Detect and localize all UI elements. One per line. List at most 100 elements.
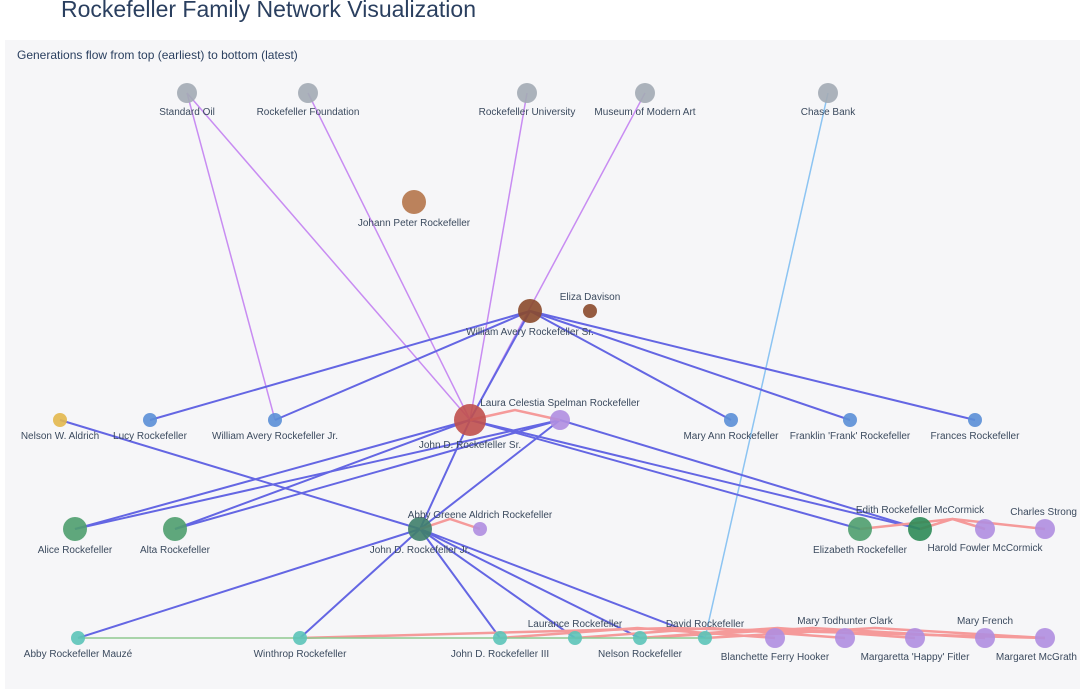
node-pm[interactable]: [1035, 628, 1055, 648]
node-label: Johann Peter Rockefeller: [358, 218, 471, 229]
node-label: Rockefeller Foundation: [257, 107, 360, 118]
node-eliz[interactable]: [848, 517, 872, 541]
node-label: Mary Ann Rockefeller: [683, 431, 779, 442]
edge-parent: [529, 310, 976, 421]
node-label: Margaret McGrath: [996, 652, 1077, 663]
node-label: Nelson W. Aldrich: [21, 431, 99, 442]
node-so[interactable]: [177, 83, 197, 103]
node-label: Lucy Rockefeller: [113, 431, 188, 442]
node-alta[interactable]: [163, 517, 187, 541]
node-label: Margaretta 'Happy' Fitler: [861, 652, 971, 663]
node-label: Franklin 'Frank' Rockefeller: [790, 431, 911, 442]
edge-parent: [419, 528, 641, 639]
node-lr[interactable]: [143, 413, 157, 427]
node-warj[interactable]: [268, 413, 282, 427]
edge-bank: [704, 92, 829, 639]
node-hap[interactable]: [905, 628, 925, 648]
node-label: Edith Rockefeller McCormick: [856, 505, 985, 516]
node-label: Museum of Modern Art: [594, 107, 695, 118]
edge-parent: [174, 419, 561, 530]
node-win[interactable]: [293, 631, 307, 645]
page-title: Rockefeller Family Network Visualization: [61, 0, 476, 22]
node-alice[interactable]: [63, 517, 87, 541]
node-ffr[interactable]: [843, 413, 857, 427]
node-nels[interactable]: [633, 631, 647, 645]
node-label: Mary French: [957, 616, 1013, 627]
node-label: Frances Rockefeller: [931, 431, 1021, 442]
edge-parent: [469, 419, 861, 530]
edge-parent: [469, 419, 921, 530]
node-label: Charles Strong: [1010, 507, 1077, 518]
node-hfm[interactable]: [975, 519, 995, 539]
edge-parent: [419, 528, 576, 639]
node-label: William Avery Rockefeller Jr.: [212, 431, 338, 442]
edge-parent: [529, 310, 732, 421]
node-cb[interactable]: [818, 83, 838, 103]
edge-org: [469, 92, 528, 421]
node-moma[interactable]: [635, 83, 655, 103]
node-cs[interactable]: [1035, 519, 1055, 539]
node-mar[interactable]: [724, 413, 738, 427]
node-label: Abby Rockefeller Mauzé: [24, 649, 133, 660]
node-label: Harold Fowler McCormick: [927, 543, 1043, 554]
node-arm[interactable]: [71, 631, 85, 645]
edge-org: [186, 92, 276, 421]
network-plot[interactable]: [5, 40, 1080, 689]
node-label: Blanchette Ferry Hooker: [721, 652, 830, 663]
edge-parent: [149, 310, 531, 421]
node-label: Chase Bank: [801, 107, 856, 118]
node-label: Mary Todhunter Clark: [797, 616, 893, 627]
edge-parent: [74, 419, 561, 530]
node-label: Nelson Rockefeller: [598, 649, 683, 660]
edge-parent: [74, 419, 471, 530]
edge-parent: [419, 528, 706, 639]
edge-parent: [419, 419, 471, 530]
node-wars[interactable]: [518, 299, 542, 323]
edge-marriage: [859, 517, 1046, 531]
edge-parent: [77, 528, 421, 639]
annotation: Generations flow from top (earliest) to …: [17, 48, 298, 62]
node-label: John D. Rockefeller III: [451, 649, 549, 660]
node-label: Standard Oil: [159, 107, 215, 118]
node-label: Rockefeller University: [479, 107, 576, 118]
node-label: Laurance Rockefeller: [528, 619, 623, 630]
node-label: Alice Rockefeller: [38, 545, 113, 556]
node-nwa[interactable]: [53, 413, 67, 427]
node-ed[interactable]: [583, 304, 597, 318]
node-label: John D. Rockefeller Sr.: [419, 440, 521, 451]
edge-parent: [59, 419, 421, 530]
node-label: Eliza Davison: [560, 292, 621, 303]
node-label: Abby Greene Aldrich Rockefeller: [408, 510, 553, 521]
node-mf[interactable]: [975, 628, 995, 648]
edge-parent: [274, 310, 531, 421]
edge-parent: [469, 310, 531, 421]
node-label: Alta Rockefeller: [140, 545, 211, 556]
edge-parent: [419, 528, 501, 639]
node-lcs[interactable]: [550, 410, 570, 430]
edge-parent: [174, 419, 471, 530]
edge-org: [186, 92, 471, 421]
node-mtc[interactable]: [835, 628, 855, 648]
node-dav[interactable]: [698, 631, 712, 645]
edge-parent: [529, 310, 851, 421]
node-label: David Rockefeller: [666, 619, 745, 630]
node-fr[interactable]: [968, 413, 982, 427]
node-label: John D. Rockefeller Jr.: [370, 545, 471, 556]
edge-org: [307, 92, 471, 421]
edge-parent: [419, 419, 561, 530]
node-laur[interactable]: [568, 631, 582, 645]
node-jpr[interactable]: [402, 190, 426, 214]
node-abby[interactable]: [473, 522, 487, 536]
edge-parent: [559, 419, 921, 530]
node-ru[interactable]: [517, 83, 537, 103]
node-jdr3[interactable]: [493, 631, 507, 645]
node-label: William Avery Rockefeller Sr.: [466, 327, 594, 338]
node-jdrs[interactable]: [454, 404, 486, 436]
node-rf[interactable]: [298, 83, 318, 103]
node-label: Elizabeth Rockefeller: [813, 545, 908, 556]
edge-parent: [299, 528, 421, 639]
node-edith[interactable]: [908, 517, 932, 541]
node-jdrj[interactable]: [408, 517, 432, 541]
node-bfh[interactable]: [765, 628, 785, 648]
